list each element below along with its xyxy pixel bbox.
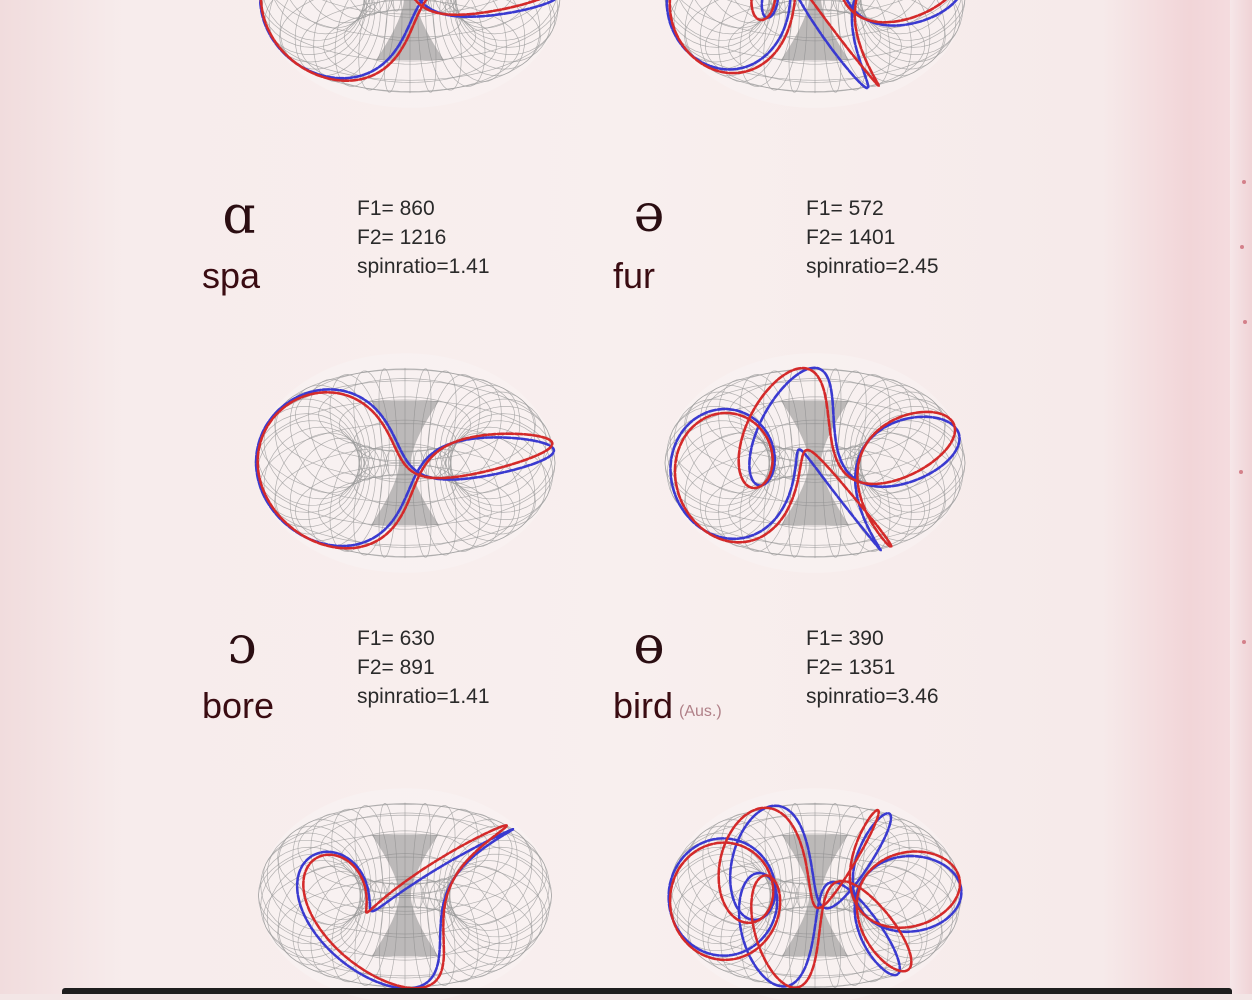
- f2-value: F2= 1401: [806, 226, 896, 249]
- formant-params-spa: F1= 860 F2= 1216 spinratio=1.41: [357, 194, 490, 281]
- spinratio-value: spinratio=1.41: [357, 255, 490, 278]
- torus-top-right: [664, 0, 966, 108]
- f1-value: F1= 860: [357, 197, 435, 220]
- example-word-bird: bird (Aus.): [613, 688, 722, 724]
- f2-value: F2= 1351: [806, 656, 896, 679]
- formant-params-bird: F1= 390 F2= 1351 spinratio=3.46: [806, 624, 939, 711]
- torus-spa: [254, 353, 556, 573]
- formant-params-fur: F1= 572 F2= 1401 spinratio=2.45: [806, 194, 939, 281]
- speck: [1239, 470, 1243, 474]
- word-note: (Aus.): [679, 703, 722, 720]
- example-word-spa: spa: [202, 258, 260, 294]
- spinratio-value: spinratio=2.45: [806, 255, 939, 278]
- word-label: fur: [613, 255, 656, 296]
- speck: [1242, 180, 1246, 184]
- f2-value: F2= 891: [357, 656, 435, 679]
- f1-value: F1= 630: [357, 627, 435, 650]
- vowel-symbol-bore: ɔ: [227, 616, 257, 676]
- bottom-bar: [62, 988, 1232, 994]
- vowel-symbol-fur: ə: [633, 184, 665, 244]
- f2-value: F2= 1216: [357, 226, 447, 249]
- speck: [1243, 320, 1247, 324]
- vowel-symbol-spa: ɑ: [222, 186, 256, 246]
- torus-bird: [667, 788, 963, 1000]
- f1-value: F1= 390: [806, 627, 884, 650]
- word-label: bird: [613, 685, 674, 726]
- formant-params-bore: F1= 630 F2= 891 spinratio=1.41: [357, 624, 490, 711]
- word-label: bore: [202, 685, 275, 726]
- spinratio-value: spinratio=1.41: [357, 685, 490, 708]
- speck: [1240, 245, 1244, 249]
- f1-value: F1= 572: [806, 197, 884, 220]
- torus-fur: [664, 353, 966, 573]
- spinratio-value: spinratio=3.46: [806, 685, 939, 708]
- right-edge-strip: [1230, 0, 1252, 994]
- torus-bore: [258, 788, 552, 1000]
- speck: [1242, 640, 1246, 644]
- torus-top-left: [258, 0, 561, 108]
- example-word-bore: bore: [202, 688, 274, 724]
- example-word-fur: fur: [613, 258, 655, 294]
- vowel-symbol-bird: ɵ: [633, 616, 665, 676]
- word-label: spa: [202, 255, 261, 296]
